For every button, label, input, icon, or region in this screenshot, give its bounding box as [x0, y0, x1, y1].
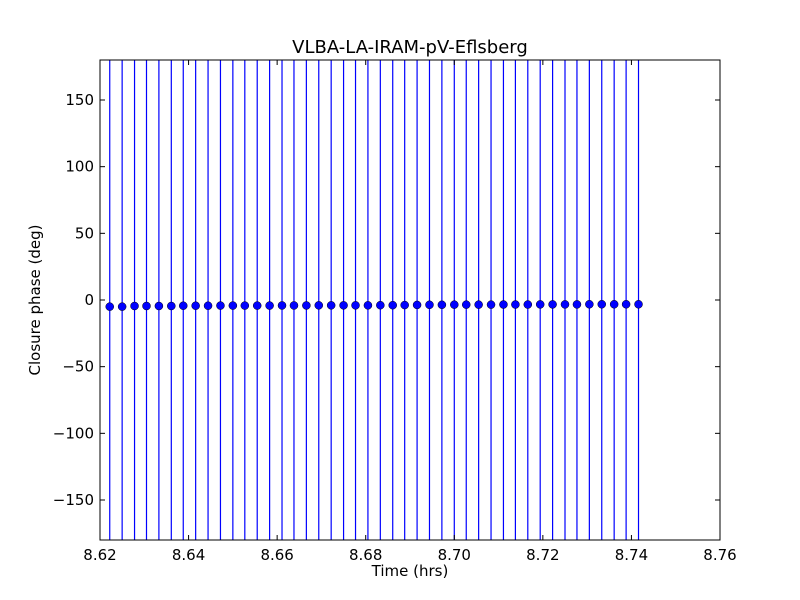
chart-title: VLBA-LA-IRAM-pV-Eflsberg: [292, 37, 528, 58]
data-point: [597, 300, 607, 309]
x-tick-label: 8.76: [703, 546, 736, 564]
data-point: [511, 300, 520, 309]
data-point: [486, 300, 496, 309]
data-point: [179, 301, 188, 310]
y-tick-label: 100: [65, 158, 94, 176]
data-point: [376, 300, 385, 310]
x-tick-label: 8.62: [83, 546, 116, 564]
data-point: [142, 301, 151, 311]
data-point: [265, 301, 274, 310]
errorbars: [109, 60, 640, 540]
x-axis-label: Time (hrs): [371, 562, 449, 580]
data-point: [548, 300, 557, 309]
data-point: [437, 300, 447, 310]
data-point: [461, 300, 471, 309]
data-point: [634, 300, 643, 309]
data-point: [105, 302, 114, 311]
data-point: [450, 300, 459, 309]
data-point: [277, 301, 287, 310]
data-point: [154, 301, 164, 311]
y-tick-label: −50: [62, 358, 94, 376]
data-point: [240, 301, 250, 310]
data-point: [314, 301, 324, 310]
data-point: [130, 301, 139, 311]
data-point: [252, 301, 262, 310]
data-point: [499, 300, 508, 309]
data-point: [302, 301, 311, 310]
data-point: [351, 301, 360, 310]
x-tick-label: 8.74: [615, 546, 648, 564]
y-tick-label: 50: [75, 224, 94, 242]
data-point: [535, 300, 545, 309]
data-point: [191, 301, 200, 310]
x-tick-label: 8.66: [260, 546, 293, 564]
x-axis-ticks: 8.62 8.64 8.66 8.68 8.70 8.72 8.74 8.76: [83, 60, 737, 564]
y-tick-label: 0: [84, 291, 94, 309]
data-point: [474, 300, 483, 309]
data-point: [117, 302, 127, 311]
x-tick-label: 8.64: [172, 546, 205, 564]
data-point: [560, 300, 570, 309]
data-point: [228, 301, 238, 310]
y-tick-label: −150: [53, 491, 94, 509]
data-point: [326, 301, 336, 310]
data-points: [105, 300, 643, 311]
y-tick-label: −100: [53, 424, 94, 442]
y-axis-label: Closure phase (deg): [26, 225, 44, 376]
data-point: [412, 300, 422, 310]
x-tick-label: 8.68: [349, 546, 382, 564]
y-axis-ticks: −150 −100 −50 0 50 100 150: [53, 91, 720, 509]
x-tick-label: 8.72: [526, 546, 559, 564]
data-point: [621, 300, 631, 309]
data-point: [609, 300, 619, 309]
data-point: [572, 300, 582, 309]
data-point: [363, 301, 373, 310]
data-point: [425, 300, 434, 310]
data-point: [339, 301, 348, 310]
x-tick-label: 8.70: [438, 546, 471, 564]
data-point: [523, 300, 533, 309]
data-point: [400, 300, 409, 310]
y-tick-label: 150: [65, 91, 94, 109]
data-point: [216, 301, 225, 310]
data-point: [203, 301, 213, 310]
data-point: [388, 300, 397, 310]
data-point: [167, 301, 176, 311]
data-point: [289, 301, 299, 310]
data-point: [585, 300, 594, 309]
